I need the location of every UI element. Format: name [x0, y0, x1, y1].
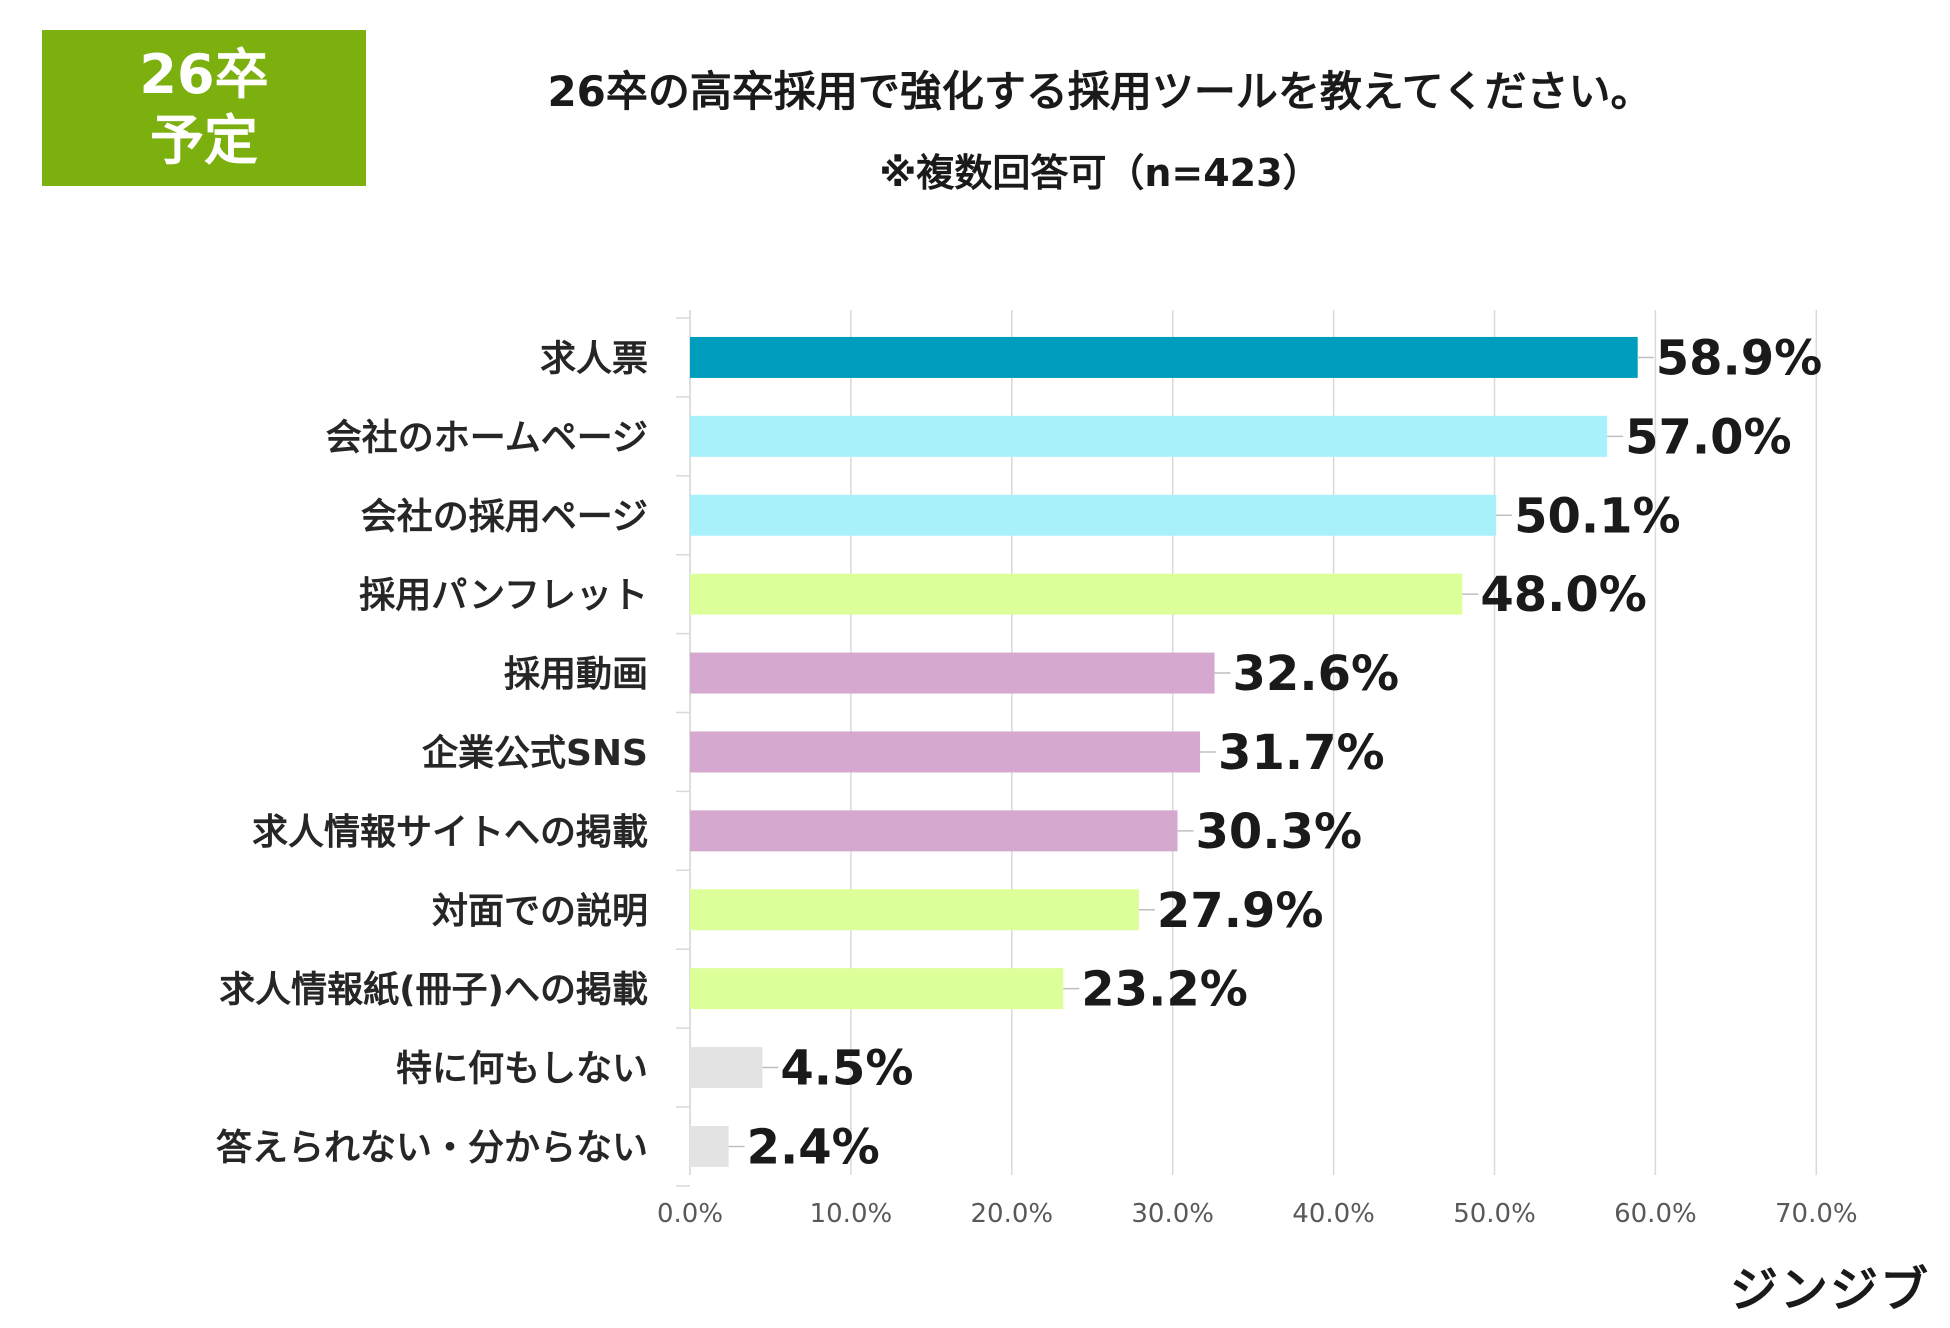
- value-label: 2.4%: [747, 1119, 880, 1175]
- bar: [690, 889, 1139, 931]
- bar: [690, 731, 1201, 773]
- value-label: 50.1%: [1514, 488, 1681, 544]
- x-tick-label: 50.0%: [1453, 1199, 1536, 1229]
- bar: [690, 494, 1497, 536]
- category-label: 求人情報サイトへの掲載: [252, 812, 648, 853]
- category-label: 採用動画: [504, 654, 648, 695]
- bar: [690, 1125, 729, 1167]
- value-label: 48.0%: [1480, 567, 1647, 623]
- badge-line-2: 予定: [150, 109, 258, 172]
- category-label: 特に何もしない: [396, 1049, 648, 1090]
- x-tick-label: 60.0%: [1614, 1199, 1697, 1229]
- chart-title: 26卒の高卒採用で強化する採用ツールを教えてください。: [547, 67, 1653, 116]
- x-tick-label: 70.0%: [1775, 1199, 1858, 1229]
- value-label: 32.6%: [1233, 646, 1400, 702]
- category-label: 会社の採用ページ: [361, 496, 648, 537]
- bar: [690, 415, 1608, 457]
- bar: [690, 573, 1463, 615]
- value-label: 58.9%: [1656, 330, 1823, 386]
- brand-logo: ジンジブ: [1729, 1262, 1930, 1318]
- x-tick-label: 40.0%: [1292, 1199, 1375, 1229]
- chart-subtitle: ※複数回答可（n=423）: [879, 151, 1321, 195]
- value-label: 4.5%: [780, 1041, 913, 1097]
- value-label: 27.9%: [1157, 883, 1324, 939]
- bar: [690, 1047, 763, 1089]
- x-tick-label: 20.0%: [970, 1199, 1053, 1229]
- category-label: 対面での説明: [432, 891, 648, 932]
- year-badge: 26卒 予定: [42, 30, 366, 186]
- x-tick-label: 10.0%: [810, 1199, 893, 1229]
- category-label: 答えられない・分からない: [216, 1127, 648, 1168]
- bar: [690, 336, 1638, 378]
- category-label: 求人情報紙(冊子)への掲載: [219, 970, 648, 1011]
- bar: [690, 652, 1215, 694]
- value-label: 30.3%: [1196, 804, 1363, 860]
- bar: [690, 968, 1064, 1010]
- category-label: 会社のホームページ: [326, 417, 648, 458]
- x-tick-label: 30.0%: [1131, 1199, 1214, 1229]
- category-label: 採用パンフレット: [359, 575, 648, 616]
- value-label: 57.0%: [1625, 409, 1792, 465]
- value-label: 23.2%: [1081, 962, 1248, 1018]
- x-tick-label: 0.0%: [657, 1199, 723, 1229]
- badge-line-1: 26卒: [139, 43, 269, 106]
- category-label: 企業公式SNS: [422, 732, 648, 774]
- category-label: 求人票: [540, 338, 648, 379]
- value-label: 31.7%: [1218, 725, 1385, 781]
- bar: [690, 810, 1178, 852]
